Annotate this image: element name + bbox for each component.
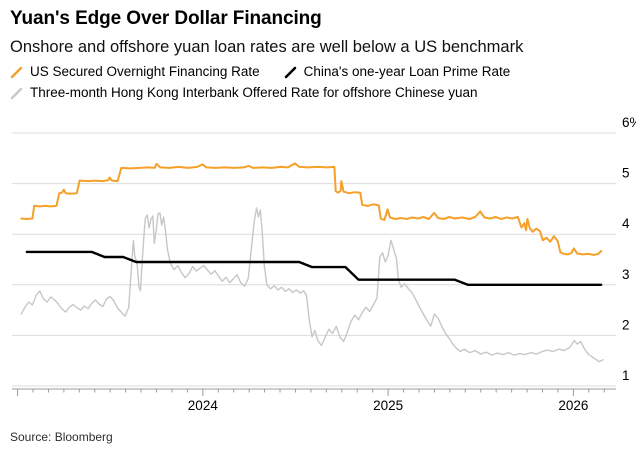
svg-text:2024: 2024 [188, 398, 219, 412]
legend: US Secured Overnight Financing Rate Chin… [10, 62, 630, 103]
svg-text:6%: 6% [622, 115, 636, 130]
source-note: Source: Bloomberg [10, 430, 113, 444]
chart-title: Yuan's Edge Over Dollar Financing [10, 8, 322, 29]
svg-text:4: 4 [622, 216, 630, 231]
legend-item-lpr: China's one-year Loan Prime Rate [284, 62, 511, 82]
orange-line-sample-icon [10, 66, 23, 78]
svg-text:5: 5 [622, 166, 630, 181]
legend-label-lpr: China's one-year Loan Prime Rate [303, 64, 511, 79]
legend-item-hibor: Three-month Hong Kong Interbank Offered … [10, 83, 478, 103]
chart-subtitle: Onshore and offshore yuan loan rates are… [10, 38, 524, 56]
legend-label-sofr: US Secured Overnight Financing Rate [30, 64, 260, 79]
svg-text:2: 2 [622, 317, 630, 332]
svg-text:3: 3 [622, 267, 630, 282]
legend-item-sofr: US Secured Overnight Financing Rate [10, 62, 260, 82]
black-line-sample-icon [284, 66, 296, 78]
legend-label-hibor: Three-month Hong Kong Interbank Offered … [30, 85, 478, 100]
svg-text:2026: 2026 [558, 398, 588, 412]
svg-text:2025: 2025 [373, 398, 403, 412]
chart-canvas: 6% 5 4 3 2 1 2024 2025 2026 [12, 115, 636, 412]
svg-text:1: 1 [622, 368, 630, 383]
gray-line-sample-icon [10, 87, 23, 99]
